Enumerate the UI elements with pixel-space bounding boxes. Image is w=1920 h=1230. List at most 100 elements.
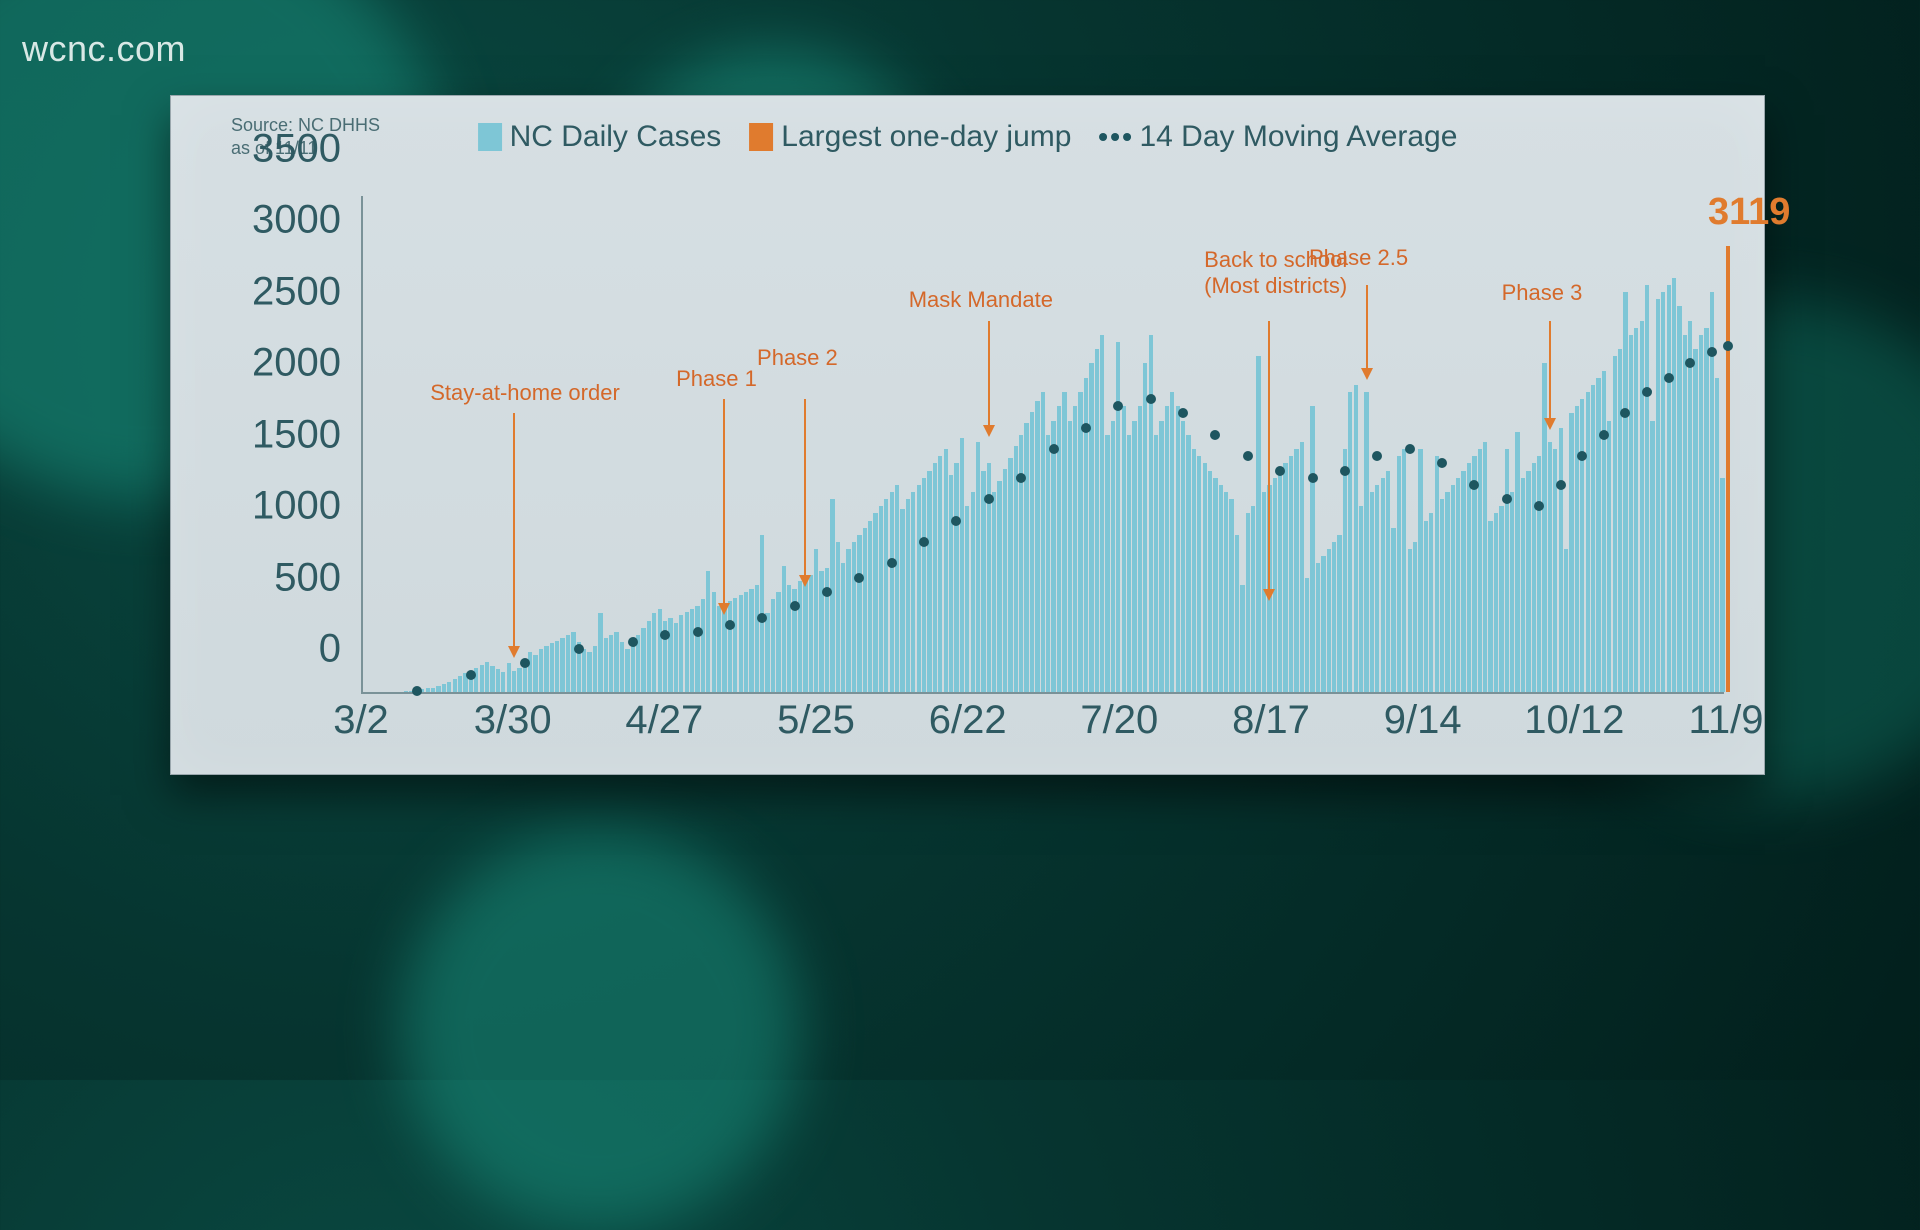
daily-bar <box>1100 335 1104 692</box>
daily-bar <box>1456 478 1460 692</box>
daily-bar <box>1170 392 1174 692</box>
daily-bar <box>593 646 597 692</box>
daily-bar <box>846 549 850 692</box>
daily-bar <box>1321 556 1325 692</box>
max-value-label: 3119 <box>1708 191 1790 234</box>
daily-bar <box>911 492 915 692</box>
daily-bar <box>1661 292 1665 692</box>
daily-bar <box>1634 328 1638 692</box>
daily-bar <box>1062 392 1066 692</box>
daily-bar <box>555 641 559 692</box>
daily-bar <box>949 475 953 692</box>
y-tick-label: 2500 <box>252 269 341 314</box>
x-tick-label: 7/20 <box>1080 698 1158 743</box>
chart-area: 0500100015002000250030003500 Stay-at-hom… <box>231 196 1724 744</box>
daily-bar <box>447 682 451 692</box>
annotation-arrowhead <box>799 575 811 587</box>
daily-bar <box>431 688 435 692</box>
daily-bar <box>1537 456 1541 692</box>
legend-swatch-bar <box>749 123 773 151</box>
moving-average-dot <box>1685 358 1695 368</box>
daily-bar <box>1143 363 1147 692</box>
moving-average-dot <box>1664 373 1674 383</box>
daily-bar <box>1138 406 1142 692</box>
daily-bar <box>1413 542 1417 692</box>
y-tick-label: 3500 <box>252 127 341 172</box>
x-tick-label: 6/22 <box>929 698 1007 743</box>
daily-bar <box>1370 492 1374 692</box>
daily-bar <box>803 578 807 692</box>
daily-bar <box>1159 421 1163 692</box>
daily-bar <box>1656 299 1660 692</box>
daily-bar <box>1289 456 1293 692</box>
daily-bar <box>1575 406 1579 692</box>
daily-bar <box>1591 385 1595 692</box>
x-tick-label: 3/30 <box>474 698 552 743</box>
legend-label: Largest one-day jump <box>781 120 1071 154</box>
daily-bar <box>1580 399 1584 692</box>
annotation-line <box>1268 321 1270 600</box>
daily-bar <box>1699 335 1703 692</box>
daily-bar <box>1294 449 1298 692</box>
daily-bar <box>631 642 635 692</box>
daily-bar <box>1445 492 1449 692</box>
daily-bar <box>1715 378 1719 692</box>
moving-average-dot <box>660 630 670 640</box>
daily-bar <box>1402 449 1406 692</box>
legend-item-daily: NC Daily Cases <box>478 120 722 154</box>
daily-bar <box>1499 506 1503 692</box>
daily-bar <box>404 691 408 692</box>
daily-bar <box>690 609 694 692</box>
daily-bar <box>1305 578 1309 692</box>
daily-bar <box>809 575 813 692</box>
daily-bar <box>480 665 484 692</box>
annotation-label: Phase 2 <box>757 345 838 371</box>
annotation-arrowhead <box>1263 589 1275 601</box>
moving-average-dot <box>1723 341 1733 351</box>
daily-bar <box>1343 449 1347 692</box>
daily-bar <box>744 592 748 692</box>
daily-bar <box>571 632 575 692</box>
daily-bar <box>895 485 899 692</box>
daily-bar <box>1467 463 1471 692</box>
moving-average-dot <box>1308 473 1318 483</box>
daily-bar <box>620 642 624 692</box>
x-tick-label: 3/2 <box>333 698 389 743</box>
annotation-arrowhead <box>1544 418 1556 430</box>
moving-average-dot <box>984 494 994 504</box>
daily-bar <box>1273 478 1277 692</box>
station-watermark: wcnc.com <box>22 28 186 70</box>
legend-label: NC Daily Cases <box>510 120 722 154</box>
daily-bar <box>863 528 867 692</box>
moving-average-dot <box>1620 408 1630 418</box>
moving-average-dot <box>1577 451 1587 461</box>
daily-bar <box>1105 435 1109 692</box>
moving-average-dot <box>1599 430 1609 440</box>
x-tick-label: 5/25 <box>777 698 855 743</box>
moving-average-dot <box>1405 444 1415 454</box>
moving-average-dot <box>1534 501 1544 511</box>
daily-bar <box>1348 392 1352 692</box>
daily-bar <box>1132 421 1136 692</box>
daily-bar <box>1111 421 1115 692</box>
daily-bar <box>1618 349 1622 692</box>
annotation-line <box>723 399 725 613</box>
daily-bar <box>1208 471 1212 692</box>
daily-bar <box>1623 292 1627 692</box>
moving-average-dot <box>628 637 638 647</box>
moving-average-dot <box>1372 451 1382 461</box>
daily-bar <box>1429 513 1433 692</box>
daily-bar <box>1645 285 1649 692</box>
moving-average-dot <box>1340 466 1350 476</box>
daily-bar <box>1586 392 1590 692</box>
moving-average-dot <box>520 658 530 668</box>
moving-average-dot <box>1016 473 1026 483</box>
moving-average-dot <box>1437 458 1447 468</box>
daily-bar <box>490 666 494 692</box>
daily-bar <box>1181 421 1185 692</box>
daily-bar <box>1024 423 1028 692</box>
x-axis: 3/23/304/275/256/227/208/179/1410/1211/9 <box>361 694 1724 744</box>
daily-bar <box>560 638 564 692</box>
daily-bar <box>1192 449 1196 692</box>
daily-bar <box>1386 471 1390 692</box>
